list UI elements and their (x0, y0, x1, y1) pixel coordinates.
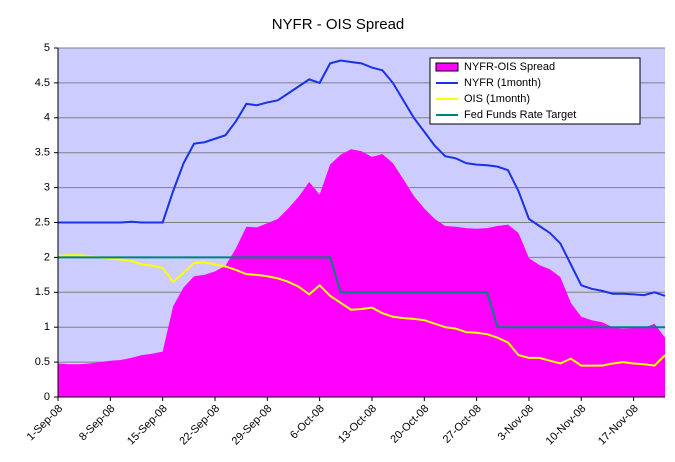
line (57, 254, 666, 367)
x-tick-label: 3-Nov-08 (496, 403, 536, 443)
line (58, 59, 666, 297)
legend-swatch (435, 62, 459, 72)
y-tick-label: 2.5 (35, 216, 50, 228)
y-tick-label: 5 (44, 42, 50, 54)
area (58, 149, 665, 397)
line (58, 256, 665, 329)
y-tick-label: 4.5 (35, 77, 50, 89)
y-tick-label: 0.5 (35, 356, 50, 368)
legend-label: NYFR-OIS Spread (464, 61, 555, 73)
legend-box (429, 57, 641, 125)
y-tick-label: 4 (44, 112, 50, 124)
chart-title: NYFR - OIS Spread (272, 16, 405, 33)
x-tick-label: 27-Oct-08 (441, 403, 484, 446)
x-tick-label: 13-Oct-08 (336, 403, 379, 446)
x-tick-label: 10-Nov-08 (544, 403, 589, 448)
x-tick-label: 1-Sep-08 (25, 403, 65, 443)
x-tick-label: 20-Oct-08 (388, 403, 431, 446)
x-tick-label: 22-Sep-08 (177, 403, 222, 448)
legend-label: Fed Funds Rate Target (464, 109, 576, 121)
y-tick-label: 0 (44, 391, 50, 403)
x-tick-label: 6-Oct-08 (288, 403, 327, 442)
y-tick-label: 1.5 (35, 286, 50, 298)
y-tick-label: 3.5 (35, 147, 50, 159)
y-tick-label: 2 (44, 251, 50, 263)
legend-label: NYFR (1month) (464, 77, 541, 89)
x-tick-label: 17-Nov-08 (596, 403, 641, 448)
x-tick-label: 29-Sep-08 (230, 403, 275, 448)
y-tick-label: 3 (44, 182, 50, 194)
x-tick-label: 8-Sep-08 (77, 403, 117, 443)
x-tick-label: 15-Sep-08 (125, 403, 170, 448)
y-tick-label: 1 (44, 321, 50, 333)
legend-label: OIS (1month) (464, 93, 530, 105)
